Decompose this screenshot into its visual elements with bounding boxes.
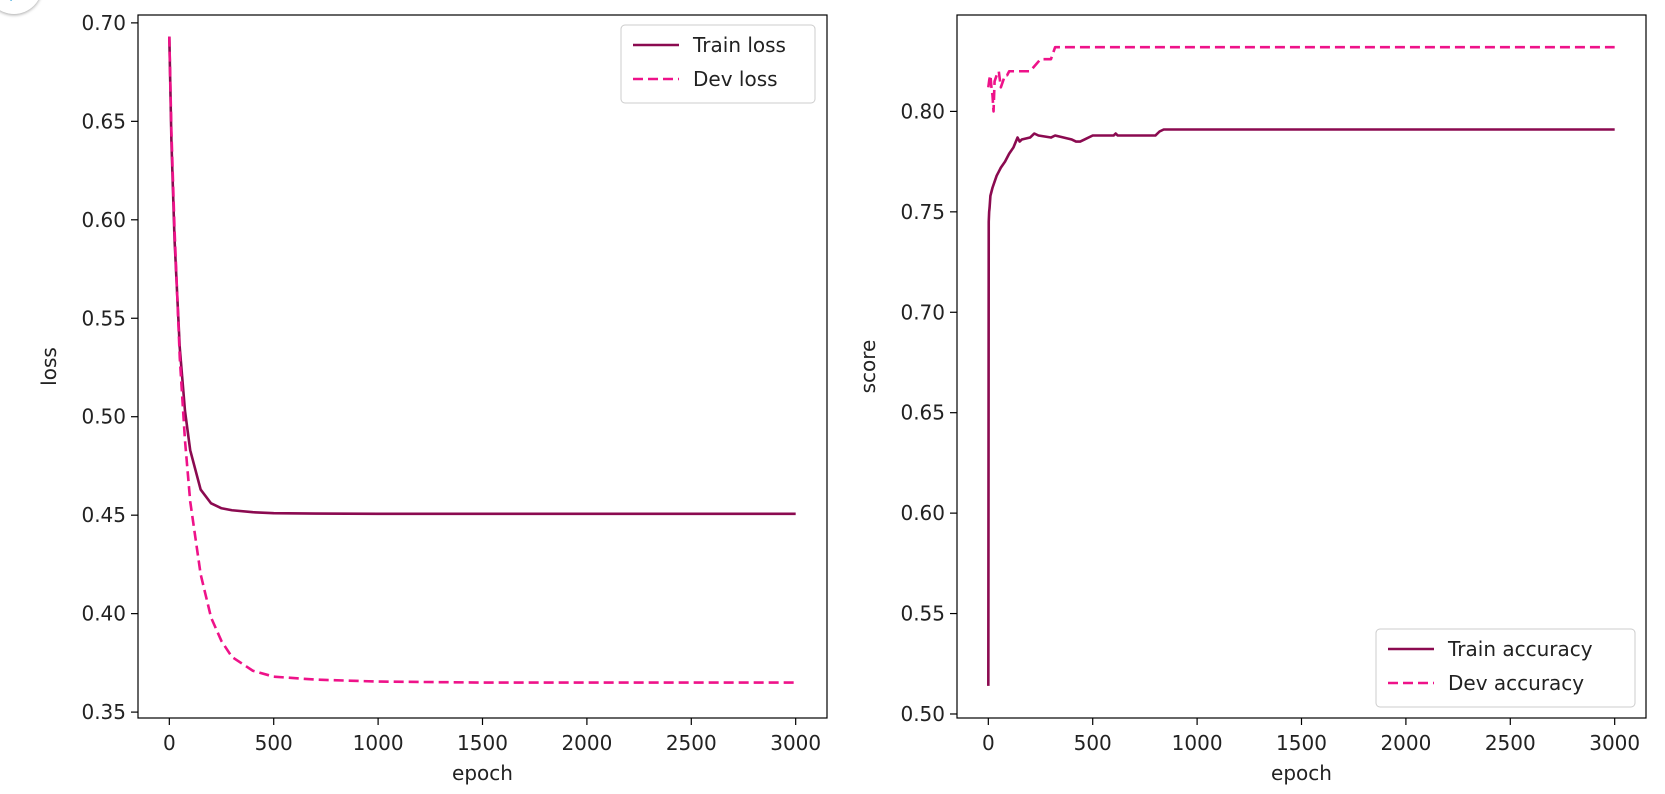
loss-series-dev-line — [168, 36, 796, 684]
loss-y-tick-label: 0.60 — [81, 208, 126, 232]
loss-x-tick-label: 1500 — [457, 731, 508, 755]
score-y-tick-label: 0.50 — [900, 702, 945, 726]
score-series-train-line — [987, 128, 1615, 686]
score-y-axis-label: score — [856, 340, 880, 394]
score-y-tick-label: 0.55 — [900, 602, 945, 626]
score-x-tick-label: 1500 — [1276, 731, 1327, 755]
score-legend-box — [1375, 628, 1636, 708]
score-y-tick-label: 0.65 — [900, 401, 945, 425]
score-legend-train-label: Train accuracy — [1447, 637, 1593, 661]
loss-legend-dev-label: Dev loss — [693, 67, 778, 91]
loss-series-train-line — [168, 36, 796, 516]
loss-x-tick-label: 2500 — [666, 731, 717, 755]
loss-legend-train-label: Train loss — [692, 33, 786, 57]
loss-y-tick-label: 0.50 — [81, 405, 126, 429]
loss-y-tick-label: 0.45 — [81, 503, 126, 527]
loss-x-tick-label: 2000 — [561, 731, 612, 755]
loss-series-layer — [168, 36, 796, 684]
loss-y-tick-label: 0.40 — [81, 602, 126, 626]
loss-y-axis-label: loss — [37, 347, 61, 386]
loss-x-axis-label: epoch — [452, 761, 513, 785]
score-series-layer — [987, 45, 1615, 686]
loss-ticks-layer: 0 500 1000 1500 2000 2500 3000 0.35 0.40 0.45 0.50… — [81, 11, 821, 755]
loss-y-tick-label: 0.55 — [81, 306, 126, 330]
score-y-tick-label: 0.70 — [900, 300, 945, 324]
score-x-tick-label: 1000 — [1172, 731, 1223, 755]
score-x-tick-label: 0 — [982, 731, 995, 755]
score-y-tick-label: 0.80 — [900, 99, 945, 123]
loss-x-tick-label: 1000 — [353, 731, 404, 755]
score-y-tick-label: 0.60 — [900, 501, 945, 525]
loss-x-tick-label: 0 — [163, 731, 176, 755]
loss-legend: Train loss Dev loss — [620, 24, 816, 104]
score-x-tick-label: 500 — [1074, 731, 1112, 755]
loss-x-tick-label: 500 — [255, 731, 293, 755]
score-ticks-layer: 0 500 1000 1500 2000 2500 3000 0.50 0.55 0.60 0.65… — [900, 99, 1640, 755]
loss-chart: 0 500 1000 1500 2000 2500 3000 0.35 0.40 0.45 0.50… — [37, 11, 828, 785]
score-legend-dev-label: Dev accuracy — [1448, 671, 1584, 695]
loss-plot-area — [137, 14, 828, 719]
score-x-axis-label: epoch — [1271, 761, 1332, 785]
loss-y-tick-label: 0.70 — [81, 11, 126, 35]
loss-x-tick-label: 3000 — [770, 731, 821, 755]
score-y-tick-label: 0.75 — [900, 200, 945, 224]
score-x-tick-label: 2500 — [1485, 731, 1536, 755]
score-legend: Train accuracy Dev accuracy — [1375, 628, 1636, 708]
score-x-tick-label: 2000 — [1380, 731, 1431, 755]
score-x-tick-label: 3000 — [1589, 731, 1640, 755]
score-chart: 0 500 1000 1500 2000 2500 3000 0.50 0.55 0.60 0.65… — [856, 14, 1647, 785]
loss-y-tick-label: 0.65 — [81, 109, 126, 133]
score-series-dev-line — [987, 45, 1615, 113]
loss-y-tick-label: 0.35 — [81, 700, 126, 724]
score-plot-area — [956, 14, 1647, 719]
